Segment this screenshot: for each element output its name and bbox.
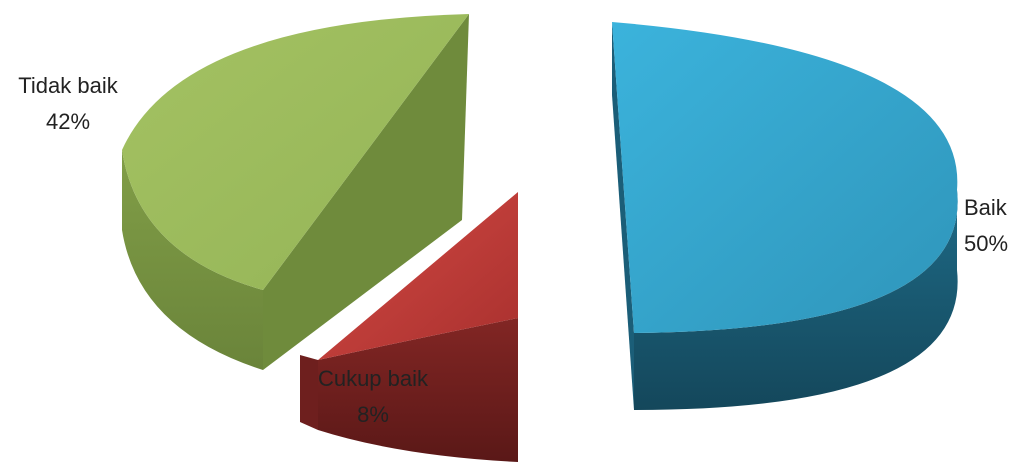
slice-tidak-baik-top [122,14,469,290]
label-tidak-baik: Tidak baik 42% [18,73,118,134]
slice-tidak-baik-cut-face [263,14,469,370]
label-baik: Baik 50% [964,195,1008,256]
slice-tidak-baik [122,14,469,370]
slice-baik-side [634,190,958,410]
label-tidak-baik-percent: 42% [46,109,90,134]
slice-cukup-baik-top [318,192,518,360]
slice-cukup-baik-cut-face [300,355,318,430]
slice-tidak-baik-side [122,150,263,370]
slice-cukup-baik [300,192,518,462]
label-baik-name: Baik [964,195,1008,220]
label-tidak-baik-name: Tidak baik [18,73,118,98]
label-cukup-baik-percent: 8% [357,402,389,427]
slice-baik-top [612,22,958,333]
label-cukup-baik: Cukup baik 8% [318,366,429,427]
label-baik-percent: 50% [964,231,1008,256]
slice-baik-cut-face [612,22,634,410]
slice-cukup-baik-side [318,318,518,462]
slice-baik [612,22,958,410]
label-cukup-baik-name: Cukup baik [318,366,429,391]
